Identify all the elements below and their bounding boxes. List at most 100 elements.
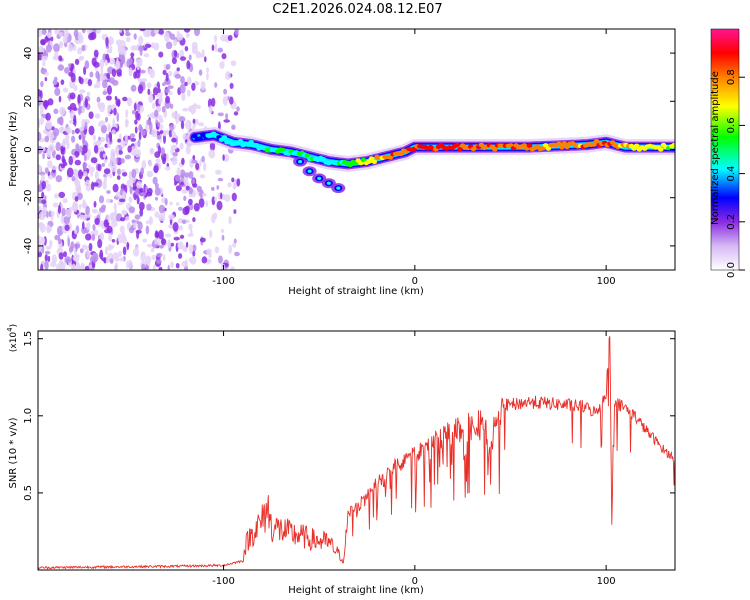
- noise-speckle: [214, 246, 220, 254]
- noise-speckle: [39, 223, 46, 233]
- noise-speckle: [124, 118, 129, 128]
- ridge-core: [671, 142, 675, 148]
- noise-speckle: [44, 135, 50, 143]
- noise-speckle: [114, 207, 117, 217]
- x-tick-label: -100: [212, 276, 235, 287]
- noise-speckle: [158, 97, 163, 105]
- noise-speckle: [79, 89, 86, 94]
- noise-speckle: [55, 154, 62, 161]
- ridge-core: [526, 143, 533, 148]
- noise-speckle: [125, 29, 130, 34]
- noise-speckle: [122, 96, 128, 102]
- noise-speckle: [118, 198, 126, 203]
- noise-speckle: [118, 150, 123, 155]
- noise-speckle: [48, 210, 52, 218]
- noise-speckle: [152, 87, 159, 96]
- noise-speckle: [89, 71, 94, 78]
- noise-speckle: [168, 91, 173, 95]
- spectrogram-x-label: Height of straight line (km): [288, 286, 424, 297]
- noise-speckle: [44, 167, 49, 174]
- noise-speckle: [108, 161, 113, 168]
- noise-speckle: [97, 239, 103, 249]
- noise-speckle: [58, 191, 66, 199]
- noise-speckle: [217, 177, 224, 182]
- noise-speckle: [127, 259, 133, 269]
- noise-speckle: [45, 120, 53, 130]
- noise-speckle: [168, 214, 175, 220]
- noise-speckle: [138, 201, 145, 211]
- noise-speckle: [184, 205, 190, 215]
- noise-speckle: [133, 71, 137, 79]
- noise-speckle: [126, 97, 133, 107]
- noise-speckle: [130, 137, 136, 142]
- x-tick-label: -100: [212, 576, 235, 587]
- noise-speckle: [115, 39, 123, 46]
- noise-speckle: [58, 252, 64, 260]
- noise-speckle-region: [38, 29, 241, 270]
- noise-speckle: [106, 225, 113, 234]
- ridge-core: [561, 141, 568, 146]
- noise-speckle: [195, 162, 200, 171]
- noise-speckle: [44, 36, 49, 43]
- noise-speckle: [199, 158, 202, 167]
- noise-speckle: [170, 261, 174, 269]
- noise-speckle: [48, 144, 55, 153]
- noise-speckle: [98, 123, 102, 127]
- noise-speckle: [206, 248, 213, 255]
- noise-speckle: [85, 205, 90, 215]
- noise-speckle: [188, 244, 194, 255]
- noise-speckle: [45, 179, 49, 184]
- noise-speckle: [228, 244, 233, 255]
- noise-speckle: [147, 113, 154, 118]
- noise-speckle: [47, 255, 51, 263]
- ridge-core: [366, 159, 372, 164]
- noise-speckle: [156, 135, 162, 140]
- noise-speckle: [98, 136, 101, 141]
- noise-speckle: [154, 236, 158, 245]
- noise-speckle: [179, 234, 185, 239]
- noise-speckle: [171, 144, 178, 150]
- noise-speckle: [107, 244, 112, 251]
- noise-speckle: [59, 106, 66, 116]
- noise-speckle: [142, 238, 148, 243]
- noise-speckle: [225, 71, 231, 80]
- noise-speckle: [172, 39, 178, 46]
- noise-speckle: [98, 195, 105, 204]
- noise-speckle: [214, 34, 217, 43]
- noise-speckle: [168, 129, 173, 138]
- noise-speckle: [91, 233, 96, 241]
- noise-speckle: [111, 68, 117, 77]
- noise-speckle: [54, 234, 61, 241]
- noise-speckle: [178, 116, 186, 123]
- noise-speckle: [60, 148, 65, 155]
- ridge-core: [387, 155, 394, 160]
- snr-series-line: [38, 336, 675, 570]
- y-tick-label: -40: [23, 238, 34, 254]
- noise-speckle: [86, 91, 91, 97]
- noise-speckle: [133, 247, 140, 257]
- noise-speckle: [179, 83, 186, 94]
- noise-speckle: [157, 145, 161, 155]
- noise-speckle: [48, 130, 55, 140]
- noise-speckle: [233, 209, 237, 214]
- noise-speckle: [165, 95, 170, 104]
- ridge-core: [591, 142, 597, 147]
- noise-speckle: [185, 241, 189, 248]
- noise-speckle: [209, 141, 216, 152]
- ridge-core: [320, 157, 327, 162]
- noise-speckle: [130, 84, 137, 92]
- branch-core: [326, 181, 331, 185]
- noise-speckle: [153, 42, 160, 51]
- noise-speckle: [115, 191, 121, 198]
- noise-speckle: [69, 92, 76, 100]
- noise-speckle: [53, 76, 58, 82]
- x-tick-label: 0: [412, 576, 418, 587]
- noise-speckle: [99, 232, 105, 241]
- noise-speckle: [119, 225, 125, 234]
- noise-speckle: [96, 96, 101, 103]
- noise-speckle: [74, 243, 81, 249]
- noise-speckle: [78, 126, 85, 132]
- noise-speckle: [164, 166, 171, 171]
- noise-speckle: [81, 44, 86, 52]
- noise-speckle: [133, 222, 137, 229]
